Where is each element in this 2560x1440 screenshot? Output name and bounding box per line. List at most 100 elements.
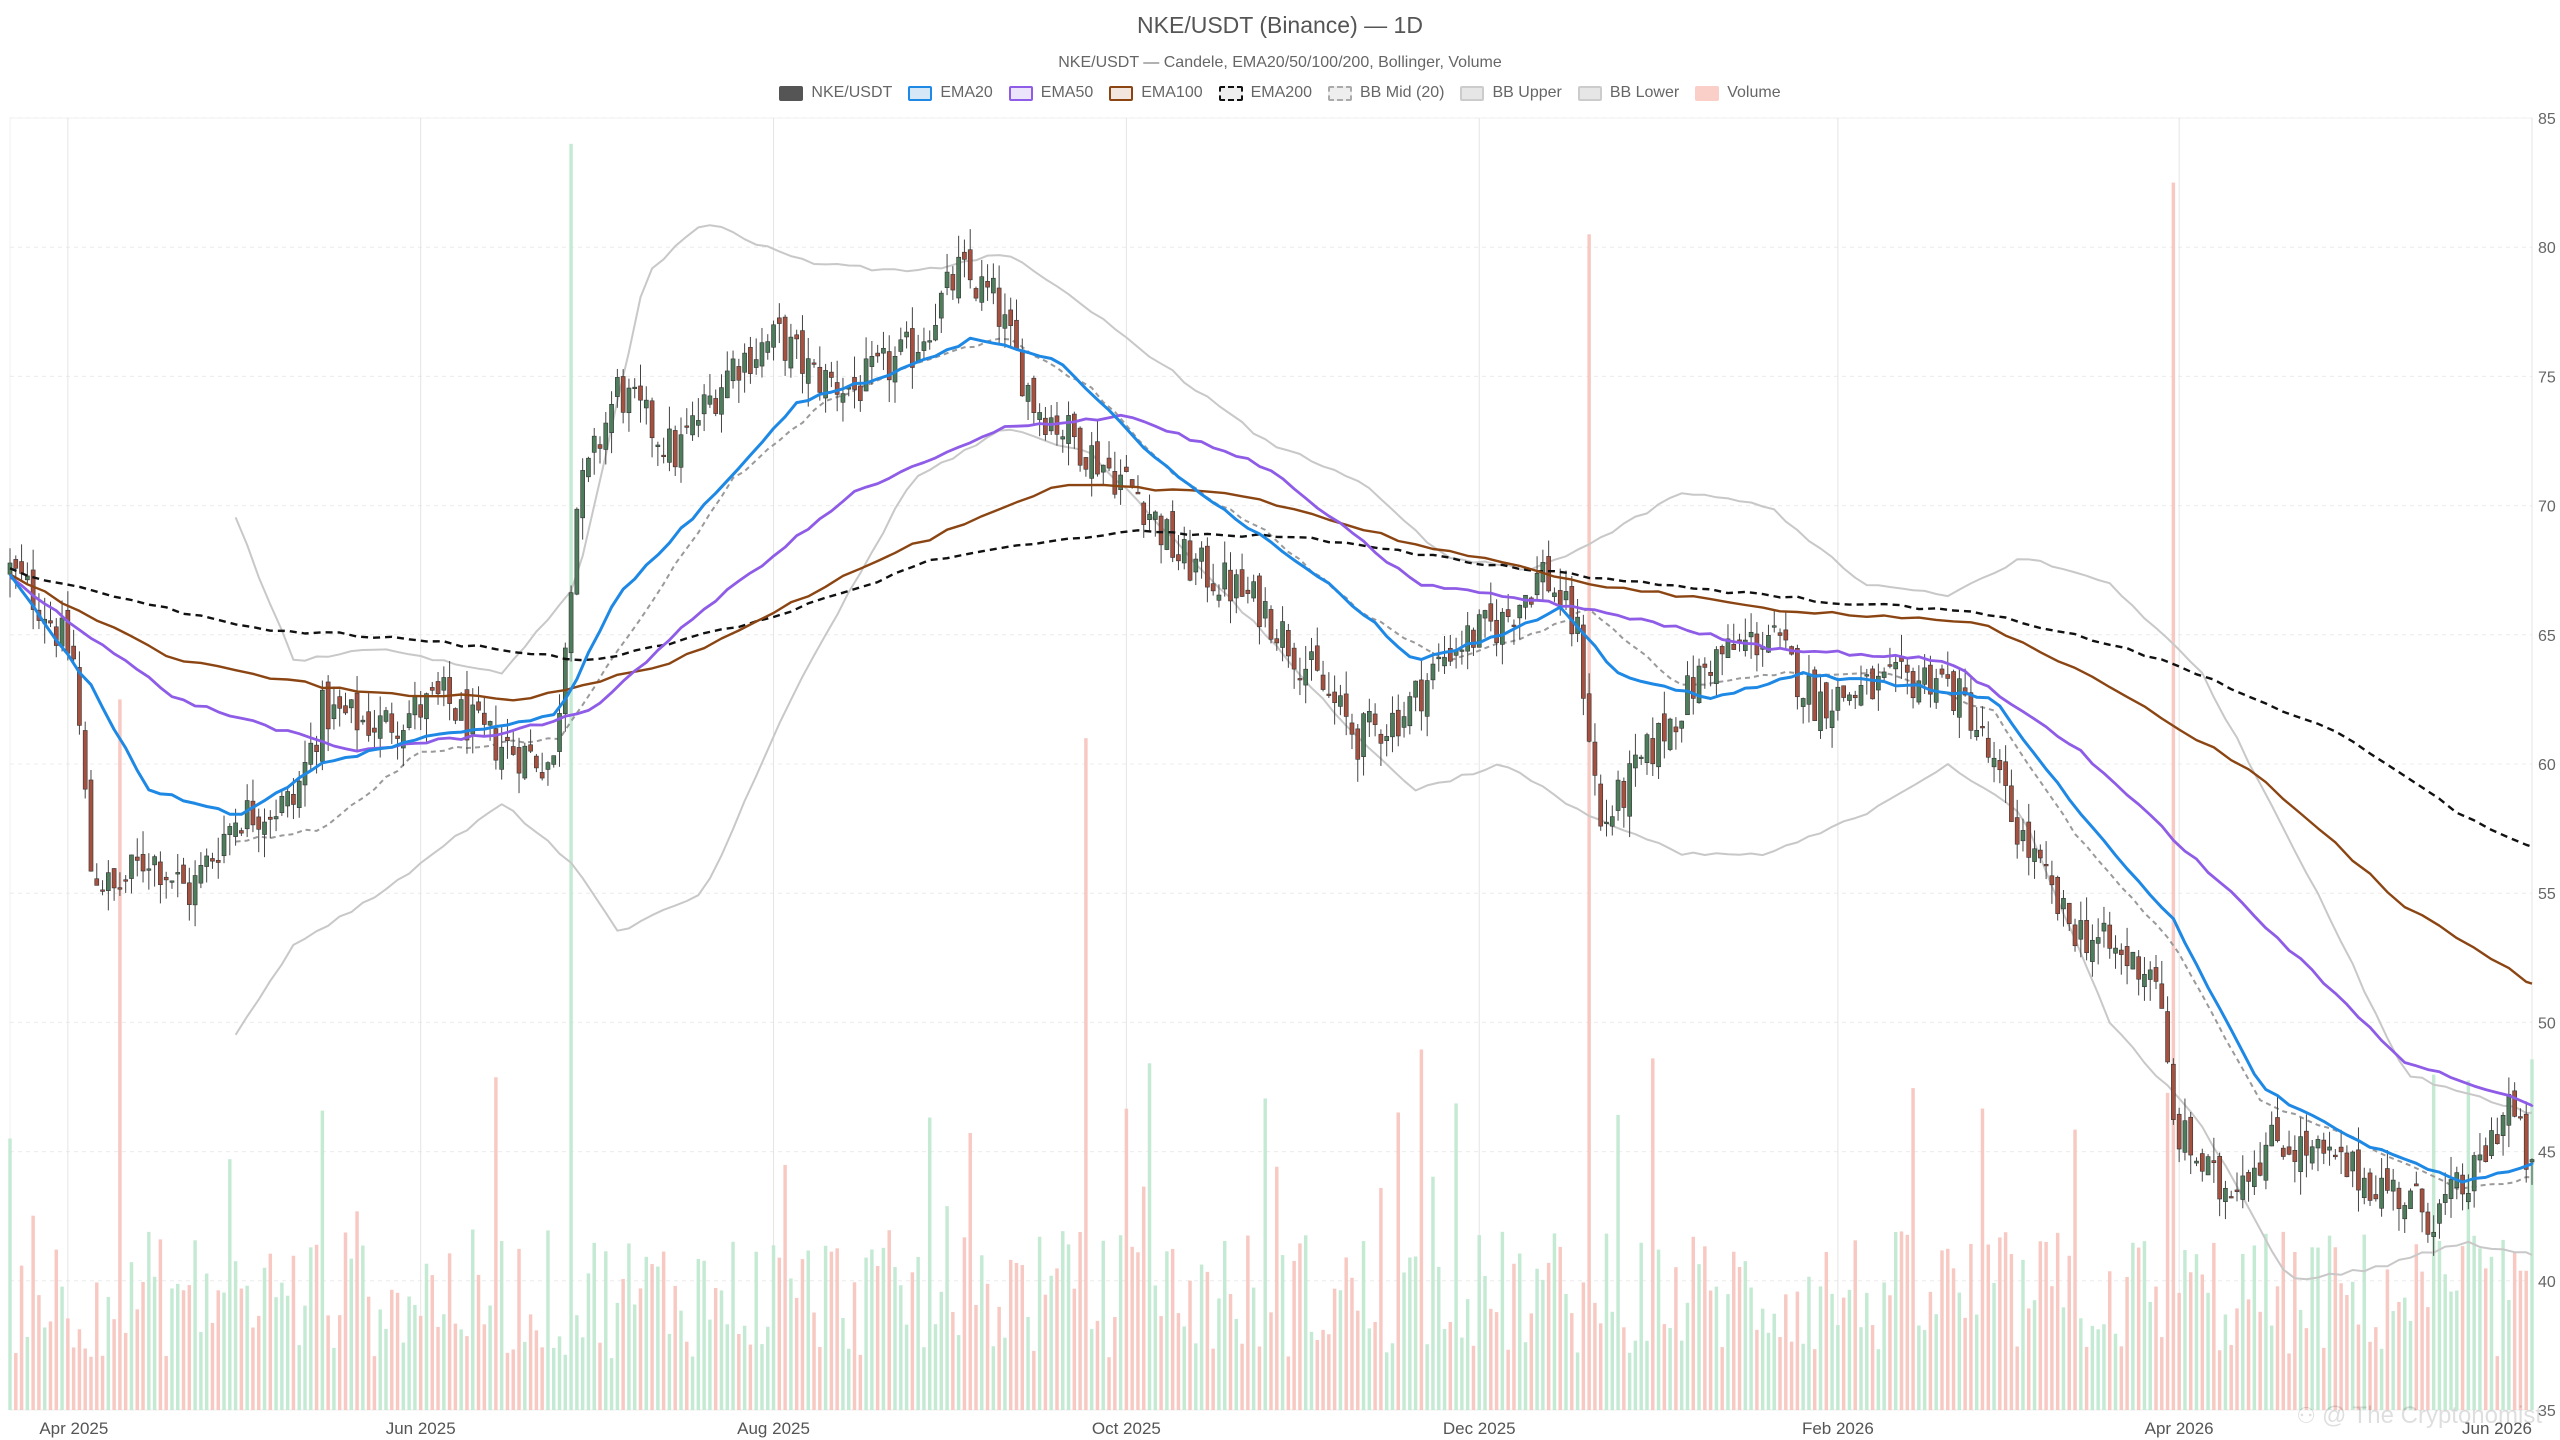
volume-bar <box>245 1285 249 1410</box>
candle-body <box>1280 621 1285 648</box>
legend-label: BB Mid (20) <box>1360 84 1445 101</box>
volume-bar <box>2426 1307 2430 1410</box>
chart-subtitle: NKE/USDT — Candele, EMA20/50/100/200, Bo… <box>1058 54 1502 71</box>
legend-label: Volume <box>1727 84 1781 101</box>
volume-bar <box>2264 1233 2268 1410</box>
grid: 35 40 45 50 55 60 65 70 75 80 85 Apr 2025 Jun 2025 Au… <box>10 111 2556 1438</box>
candle-body <box>892 356 898 383</box>
volume-bar <box>962 1237 967 1410</box>
candle-body <box>2223 1187 2228 1202</box>
volume-bar <box>1194 1343 1198 1410</box>
volume-bar <box>1136 1252 1140 1410</box>
legend-item-ema50[interactable]: EMA50 <box>1008 84 1093 102</box>
legend-item-nke-usdt[interactable]: NKE/USDT <box>779 84 892 102</box>
volume-bar <box>2379 1348 2384 1410</box>
volume-bar <box>1691 1236 1695 1410</box>
volume-bar <box>14 1353 18 1410</box>
volume-bar <box>2229 1345 2233 1410</box>
candle-body <box>2165 1011 2170 1063</box>
candle-body <box>2431 1231 2436 1237</box>
volume-bar <box>771 1245 776 1410</box>
volume-bar <box>2437 1240 2442 1410</box>
volume-bar <box>210 1322 215 1410</box>
volume-bar <box>922 1347 926 1410</box>
candle-body <box>690 415 695 436</box>
candle-body <box>1997 760 2003 771</box>
volume-bar <box>916 1256 920 1410</box>
candle-body <box>360 719 366 723</box>
volume-bar <box>2235 1308 2239 1410</box>
volume-bar <box>1153 1285 1158 1410</box>
y-tick-label: 40 <box>2538 1274 2556 1291</box>
volume-bar <box>170 1288 174 1410</box>
volume-bar <box>1813 1349 1817 1410</box>
candle-body <box>343 705 348 714</box>
legend-item-ema20[interactable]: EMA20 <box>908 84 993 102</box>
volume-bar <box>1570 1313 1574 1410</box>
candle-body <box>2020 830 2026 842</box>
legend-item-ema100[interactable]: EMA100 <box>1109 84 1203 102</box>
candle-body <box>1482 610 1488 619</box>
candle-body <box>256 816 262 830</box>
volume-bar <box>517 1248 521 1410</box>
candle-body <box>2448 1179 2454 1199</box>
volume-bar <box>1899 1231 1904 1410</box>
volume-bar <box>945 1206 949 1410</box>
volume-bar <box>1442 1328 1447 1410</box>
legend-swatch <box>779 85 804 101</box>
volume-bar <box>1674 1267 1678 1410</box>
candle-body <box>1077 427 1083 466</box>
candle-body <box>1731 643 1737 650</box>
volume-bar <box>326 1315 330 1410</box>
volume-bar <box>1633 1340 1638 1410</box>
volume-bar <box>494 1077 498 1410</box>
volume-bar <box>1622 1327 1626 1410</box>
candle-body <box>2084 919 2089 954</box>
volume-bar <box>1720 1347 1724 1410</box>
candle-body <box>1835 686 1841 711</box>
volume-bar <box>251 1327 255 1410</box>
legend-item-bb-mid-20[interactable]: BB Mid (20) <box>1328 84 1444 102</box>
volume-bar <box>2108 1271 2112 1410</box>
candle-body <box>1193 558 1199 573</box>
volume-bar <box>2212 1242 2216 1410</box>
candle-body <box>898 339 904 352</box>
candle-body <box>129 854 134 879</box>
candle-body <box>1488 603 1494 622</box>
volume-bar <box>1078 1231 1082 1410</box>
volume-bar <box>1870 1325 1875 1410</box>
volume-bar <box>1257 1346 1262 1410</box>
legend-item-bb-upper[interactable]: BB Upper <box>1460 84 1562 102</box>
volume-bar <box>609 1358 614 1410</box>
candle-body <box>146 868 152 871</box>
legend-item-ema200[interactable]: EMA200 <box>1218 84 1312 102</box>
candle-body <box>2321 1139 2327 1154</box>
legend-item-bb-lower[interactable]: BB Lower <box>1577 84 1679 102</box>
volume-bar <box>465 1336 469 1410</box>
candle-body <box>886 351 892 381</box>
volume-bar <box>580 1337 585 1410</box>
volume-bar <box>2015 1346 2019 1410</box>
watermark: ⚇ @ The Cryptonomist <box>2296 1402 2542 1430</box>
volume-bar <box>1847 1289 1852 1410</box>
volume-bar <box>1130 1246 1134 1410</box>
candle-body <box>2072 924 2078 947</box>
volume-bar <box>1795 1291 1800 1410</box>
candle-body <box>1459 649 1465 652</box>
legend-item-volume[interactable]: Volume <box>1695 84 1781 102</box>
volume-bar <box>575 1315 579 1410</box>
volume-bar <box>395 1292 400 1410</box>
volume-bar <box>2206 1292 2210 1410</box>
volume-bar <box>1454 1103 1458 1410</box>
candle-body <box>2199 1153 2205 1172</box>
volume-bar <box>1084 738 1088 1410</box>
candle-body <box>1951 671 1956 711</box>
candle-body <box>1621 780 1627 808</box>
candle-body <box>2211 1160 2217 1163</box>
candle-body <box>1430 663 1436 681</box>
volume-bar <box>552 1347 556 1410</box>
candle-body <box>638 385 643 401</box>
candle-body <box>48 620 53 624</box>
candle-body <box>609 403 614 434</box>
volume-bar <box>875 1266 880 1410</box>
